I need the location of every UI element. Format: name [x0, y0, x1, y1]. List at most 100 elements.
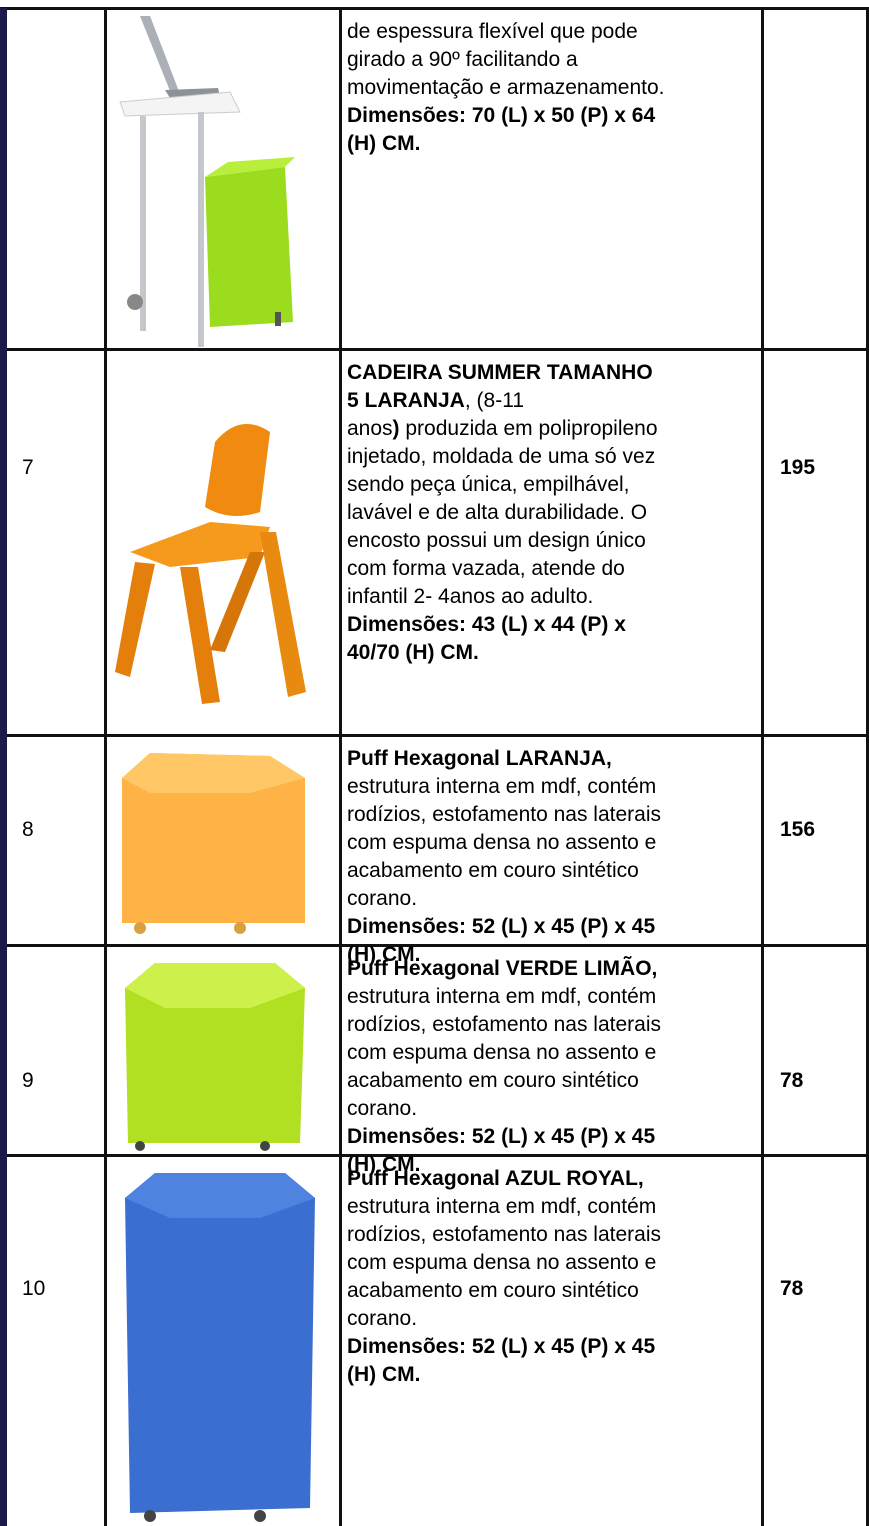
description-line: com forma vazada, atende do [347, 555, 658, 583]
description-line: infantil 2- 4anos ao adulto. [347, 583, 658, 611]
text-run: estrutura interna em mdf, contém [347, 775, 657, 798]
description-line: Dimensões: 52 (L) x 45 (P) x 45 [347, 913, 661, 941]
text-run: Dimensões: 52 (L) x 45 (P) x 45 [347, 915, 656, 938]
quantity: 78 [780, 1277, 804, 1300]
text-run: Puff Hexagonal AZUL ROYAL, [347, 1167, 644, 1190]
text-run: infantil 2- 4anos ao adulto. [347, 585, 594, 608]
text-run: corano. [347, 1307, 418, 1330]
text-run: com forma vazada, atende do [347, 557, 625, 580]
row-number: 8 [22, 818, 34, 841]
description-line: corano. [347, 885, 661, 913]
quantity: 156 [780, 818, 816, 841]
product-image [122, 753, 305, 934]
description-line: (H) CM. [347, 1151, 661, 1179]
text-run: de espessura flexível que pode [347, 20, 638, 43]
description-line: 40/70 (H) CM. [347, 639, 658, 667]
text-run: produzida em polipropileno [399, 417, 658, 440]
row-border [0, 944, 869, 947]
text-run: encosto possui um design único [347, 529, 646, 552]
text-run: CADEIRA SUMMER TAMANHO [347, 361, 653, 384]
column-border [104, 8, 107, 1526]
description-line: 5 LARANJA, (8-11 [347, 387, 658, 415]
text-run: com espuma densa no assento e [347, 1251, 657, 1274]
text-run: anos [347, 417, 393, 440]
description-line: estrutura interna em mdf, contém [347, 773, 661, 801]
text-run: Dimensões: 52 (L) x 45 (P) x 45 [347, 1335, 656, 1358]
row-border [0, 348, 869, 351]
description-line: (H) CM. [347, 941, 661, 969]
description-line: movimentação e armazenamento. [347, 74, 665, 102]
product-image [115, 424, 306, 704]
text-run: movimentação e armazenamento. [347, 76, 665, 99]
text-run: acabamento em couro sintético [347, 1069, 639, 1092]
row-number: 7 [22, 456, 34, 479]
description: de espessura flexível que pode girado a 9… [347, 18, 665, 158]
description-line: rodízios, estofamento nas laterais [347, 1011, 661, 1039]
description-line: estrutura interna em mdf, contém [347, 983, 661, 1011]
description-line: acabamento em couro sintético [347, 1067, 661, 1095]
description: CADEIRA SUMMER TAMANHO 5 LARANJA, (8-11 an… [347, 359, 658, 667]
text-run: 40/70 (H) CM. [347, 641, 479, 664]
description-line: injetado, moldada de uma só vez [347, 443, 658, 471]
text-run: lavável e de alta durabilidade. O [347, 501, 648, 524]
text-run: com espuma densa no assento e [347, 831, 657, 854]
text-run: (H) CM. [347, 1153, 421, 1176]
description-line: CADEIRA SUMMER TAMANHO [347, 359, 658, 387]
text-run: Dimensões: 70 (L) x 50 (P) x 64 [347, 104, 656, 127]
text-run: (H) CM. [347, 943, 421, 966]
text-run: 5 LARANJA [347, 389, 465, 412]
text-run: rodízios, estofamento nas laterais [347, 1013, 661, 1036]
text-run: rodízios, estofamento nas laterais [347, 1223, 661, 1246]
quantity: 78 [780, 1069, 804, 1092]
description-line: Dimensões: 52 (L) x 45 (P) x 45 [347, 1333, 661, 1361]
description-line: com espuma densa no assento e [347, 1249, 661, 1277]
text-run: girado a 90º facilitando a [347, 48, 578, 71]
description-line: corano. [347, 1095, 661, 1123]
text-run: Dimensões: 52 (L) x 45 (P) x 45 [347, 1125, 656, 1148]
description-line: rodízios, estofamento nas laterais [347, 801, 661, 829]
description-line: rodízios, estofamento nas laterais [347, 1221, 661, 1249]
description-line: com espuma densa no assento e [347, 829, 661, 857]
row-border [0, 1154, 869, 1157]
description-line: Dimensões: 52 (L) x 45 (P) x 45 [347, 1123, 661, 1151]
quantity: 195 [780, 456, 816, 479]
text-run: acabamento em couro sintético [347, 1279, 639, 1302]
text-run: (H) CM. [347, 1363, 421, 1386]
text-run: rodízios, estofamento nas laterais [347, 803, 661, 826]
text-run: Dimensões: 43 (L) x 44 (P) x [347, 613, 626, 636]
description-line: corano. [347, 1305, 661, 1333]
text-run: com espuma densa no assento e [347, 1041, 657, 1064]
text-run: acabamento em couro sintético [347, 859, 639, 882]
description: Puff Hexagonal VERDE LIMÃO, estrutura int… [347, 955, 661, 1179]
text-run: estrutura interna em mdf, contém [347, 1195, 657, 1218]
row-number: 9 [22, 1069, 34, 1092]
description-line: de espessura flexível que pode [347, 18, 665, 46]
description-line: estrutura interna em mdf, contém [347, 1193, 661, 1221]
description-line: (H) CM. [347, 130, 665, 158]
description-line: (H) CM. [347, 1361, 661, 1389]
product-image [119, 16, 295, 347]
description-line: encosto possui um design único [347, 527, 658, 555]
description-line: Dimensões: 70 (L) x 50 (P) x 64 [347, 102, 665, 130]
text-run: , (8-11 [464, 389, 524, 412]
description-line: girado a 90º facilitando a [347, 46, 665, 74]
row-border [0, 7, 869, 10]
text-run: Puff Hexagonal VERDE LIMÃO, [347, 957, 658, 980]
description-line: sendo peça única, empilhável, [347, 471, 658, 499]
column-border [866, 8, 869, 1526]
description-line: anos) produzida em polipropileno [347, 415, 658, 443]
product-image [125, 963, 305, 1151]
description-line: Puff Hexagonal AZUL ROYAL, [347, 1165, 661, 1193]
text-run: injetado, moldada de uma só vez [347, 445, 656, 468]
text-run: corano. [347, 887, 418, 910]
text-run: corano. [347, 1097, 418, 1120]
text-run: sendo peça única, empilhável, [347, 473, 630, 496]
text-run: (H) CM. [347, 132, 421, 155]
description: Puff Hexagonal AZUL ROYAL, estrutura inte… [347, 1165, 661, 1389]
text-run: estrutura interna em mdf, contém [347, 985, 657, 1008]
description-line: lavável e de alta durabilidade. O [347, 499, 658, 527]
text-run: ) [392, 417, 400, 440]
description-line: acabamento em couro sintético [347, 857, 661, 885]
description-line: com espuma densa no assento e [347, 1039, 661, 1067]
